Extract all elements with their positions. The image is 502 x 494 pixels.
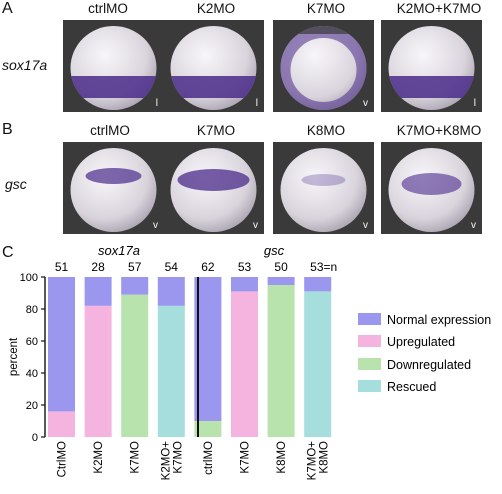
panel-a-view-mark-4: l [473, 98, 476, 109]
y-tick-label: 40 [26, 368, 38, 380]
bar-segment-normal [231, 277, 258, 292]
legend-label: Normal expression [387, 313, 491, 327]
y-tick-label: 60 [26, 336, 38, 348]
bar-segment-up [84, 305, 112, 437]
legend-label: Downregulated [387, 358, 471, 372]
group-label-gsc: gsc [264, 243, 285, 258]
x-category-label: K7MO [240, 441, 252, 474]
x-category-label: CtrlMO [57, 441, 69, 477]
bar-segment-down [194, 421, 222, 437]
bar-segment-normal [84, 277, 112, 306]
panel-a-col-3-label: K7MO [306, 1, 346, 16]
n-label: 50 [274, 260, 288, 274]
bar-segment-rescued [157, 305, 185, 437]
bar-segment-normal [48, 277, 75, 412]
n-label: 57 [128, 260, 142, 274]
y-tick-label: 0 [32, 432, 38, 444]
bar-segment-rescued [304, 291, 332, 413]
panel-a-embryo-image-3: v [273, 20, 374, 112]
panel-a-embryo-image-4: l [381, 20, 482, 112]
panel-b-gene-label: gsc [5, 176, 27, 192]
panel-a-embryo-image-2: l [163, 20, 264, 112]
panel-b-view-mark-3: v [363, 220, 368, 231]
panel-b-col-3-label: K8MO [306, 123, 346, 138]
y-axis-label: percent [8, 337, 20, 376]
n-label: 54 [165, 260, 179, 274]
n-label: 62 [201, 260, 215, 274]
x-category-label: K8MO [276, 441, 288, 474]
panel-b-col-2-label: K7MO [196, 123, 236, 138]
legend-swatch [358, 358, 381, 370]
panel-b-col-4-label: K7MO+K8MO [396, 123, 482, 138]
legend-label: Upregulated [387, 335, 455, 349]
bar-segment-normal [121, 277, 149, 295]
n-label: 53 [238, 260, 252, 274]
x-category-label: ctrlMO [203, 441, 215, 475]
panel-letter-b: B [2, 121, 13, 138]
x-category-label: K7MO+K8MO [307, 441, 331, 481]
panel-b-embryo-image-2: v [163, 142, 264, 234]
panel-a-col-2-label: K2MO [196, 1, 236, 16]
panel-b-col-1-label: ctrlMO [90, 123, 130, 138]
legend-swatch [358, 313, 381, 325]
panel-letter-c: C [2, 244, 14, 261]
n-label: 53=n [310, 260, 337, 274]
n-label: 28 [91, 260, 105, 274]
panel-a-view-mark-2: l [255, 98, 258, 109]
y-tick-label: 100 [20, 272, 38, 284]
panel-a-view-mark-3: v [363, 98, 368, 109]
y-tick-label: 20 [26, 400, 38, 412]
panel-b-embryo-image-4: v [381, 142, 482, 234]
n-label: 51 [55, 260, 69, 274]
panel-b-view-mark-4: v [471, 220, 476, 231]
panel-b-view-mark-2: v [253, 220, 258, 231]
bar-segment-down [121, 294, 149, 437]
bar-segment-normal [267, 277, 295, 285]
x-category-label: K2MO [93, 441, 105, 474]
panel-b-view-mark-1: v [153, 220, 158, 231]
legend-swatch [358, 335, 381, 347]
panel-b-embryo-image-3: v [273, 142, 374, 234]
bar-segment-normal [157, 277, 185, 306]
bar-segment-up [48, 411, 75, 437]
y-tick-label: 80 [26, 304, 38, 316]
x-category-label: K2MO+K7MO [160, 441, 184, 481]
bar-segment-normal [304, 277, 332, 292]
bar-segment-down [267, 285, 295, 437]
legend-swatch [358, 380, 381, 392]
panel-a-col-4-label: K2MO+K7MO [396, 1, 482, 16]
panel-a-view-mark-1: l [155, 98, 158, 109]
group-label-sox17a: sox17a [98, 243, 140, 258]
panel-letter-a: A [2, 0, 13, 17]
panel-b-embryo-image-1: v [63, 142, 164, 234]
x-category-label: K7MO [130, 441, 142, 474]
panel-a-embryo-image-1: l [63, 20, 164, 112]
bar-segment-up [231, 291, 258, 437]
legend-label: Rescued [387, 380, 436, 394]
panel-a-col-1-label: ctrlMO [88, 1, 128, 16]
bar-segment-rescued [304, 413, 332, 437]
panel-a-gene-label: sox17a [2, 57, 48, 73]
